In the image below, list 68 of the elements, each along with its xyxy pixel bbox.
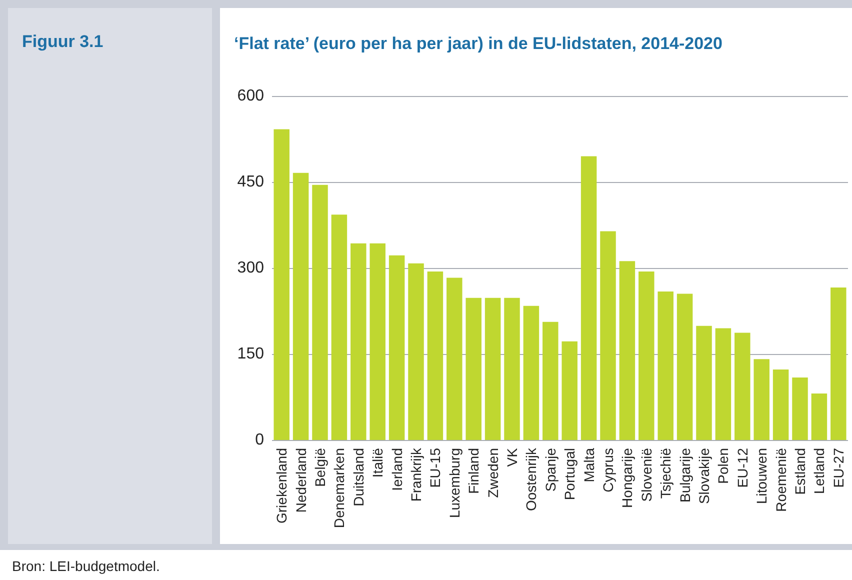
y-tick-label: 450 (237, 174, 264, 190)
x-tick-label: Italië (370, 448, 386, 478)
x-tick-label: Tsjechië (658, 448, 674, 499)
bar (658, 292, 674, 440)
x-tick-label: Polen (715, 448, 732, 484)
x-tick-label: Spanje (542, 448, 558, 492)
x-tick-label: Nederland (292, 448, 309, 513)
x-tick-label: Zweden (484, 448, 501, 498)
bar (446, 278, 462, 440)
x-tick-label: Frankrijk (408, 447, 424, 502)
bar (292, 172, 309, 440)
bar (370, 243, 386, 440)
bar (542, 322, 558, 440)
bar (466, 298, 482, 440)
x-tick-label: België (312, 448, 328, 487)
bar (350, 243, 366, 440)
bar (312, 184, 328, 440)
bar (619, 261, 636, 440)
text: Figuur 3.1 (21, 31, 104, 52)
bar (734, 332, 750, 440)
bar (427, 271, 444, 440)
x-tick-label: Slovakije (696, 448, 712, 504)
bar (676, 294, 693, 440)
y-tick-label: 150 (237, 346, 264, 362)
y-tick-label: 300 (237, 260, 264, 276)
bar (715, 328, 732, 440)
bar (484, 298, 501, 440)
bar (504, 298, 520, 440)
bar (562, 341, 578, 440)
bar (580, 156, 597, 440)
text: Bron: LEI-budgetmodel. (11, 557, 161, 574)
x-tick-label: Luxemburg (446, 448, 462, 518)
x-tick-label: Cyprus (600, 448, 616, 492)
x-tick-label: VK (504, 447, 520, 467)
bar (388, 255, 405, 440)
chart-title: ‘Flat rate’ (euro per ha per jaar) in de EU-lidstaten, 2014-2020 (234, 34, 722, 54)
bar (331, 214, 348, 440)
x-tick-label: Bulgarije (676, 448, 693, 502)
x-tick-label: Ierland (388, 448, 405, 491)
x-tick-label: Finland (466, 448, 482, 494)
x-tick-label: Griekenland (274, 448, 290, 524)
x-tick-label: Estland (792, 448, 808, 495)
bar (274, 129, 290, 440)
bar (408, 263, 424, 440)
bar (792, 378, 808, 440)
y-tick-label: 600 (237, 88, 264, 104)
x-tick-label: Roemenië (772, 448, 789, 512)
x-tick-label: Hongarije (619, 448, 636, 508)
x-tick-label: Malta (580, 448, 597, 482)
bar (696, 326, 712, 440)
x-tick-label: EU-12 (734, 448, 750, 488)
bar (811, 394, 828, 440)
bar (523, 306, 540, 440)
bar (638, 271, 654, 440)
x-tick-label: Duitsland (350, 448, 366, 506)
x-tick-label: Litouwen (754, 448, 770, 504)
y-tick-label: 0 (255, 432, 264, 448)
bar (830, 287, 846, 440)
bar (600, 231, 616, 440)
x-tick-label: Denemarken (331, 448, 348, 528)
x-tick-label: Letland (811, 448, 828, 494)
x-tick-label: EU-15 (427, 448, 444, 488)
x-tick-label: Slovenië (638, 448, 654, 502)
x-tick-label: Oostenrijk (523, 447, 540, 512)
x-tick-label: EU-27 (830, 448, 846, 488)
x-tick-label: Portugal (562, 448, 578, 500)
bar (772, 369, 789, 440)
bar (754, 359, 770, 440)
